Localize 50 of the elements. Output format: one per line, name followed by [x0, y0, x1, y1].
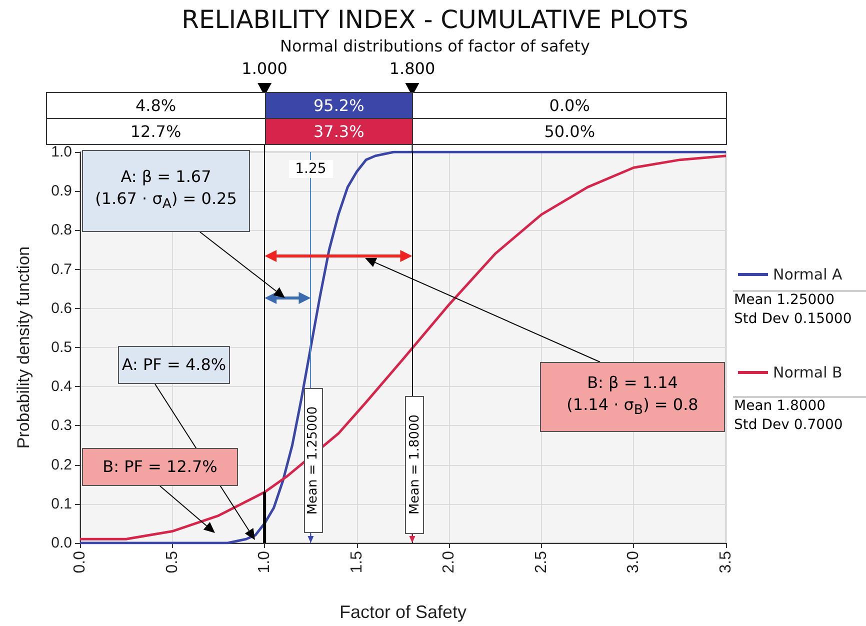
chart-title: RELIABILITY INDEX - CUMULATIVE PLOTS: [182, 5, 688, 34]
x-tick-label: 2.5: [532, 550, 550, 574]
annotation: Mean = 1.8000: [407, 414, 422, 515]
callout-box: B: PF = 12.7%: [82, 448, 238, 486]
x-tick-label: 3.0: [625, 550, 642, 574]
callout-box: A: PF = 4.8%: [118, 346, 230, 384]
y-tick-label: 0.1: [51, 495, 72, 512]
y-axis-title: Probability density function: [14, 246, 33, 449]
annotation: A: β = 1.67 (1.67 · σ$_{A}$) = 0.25: [95, 166, 237, 214]
y-tick-label: 0.9: [51, 182, 72, 200]
ref-line-label: 1.25: [288, 160, 333, 178]
text: 0.0%: [412, 92, 727, 119]
text: Std Dev 0.15000: [734, 311, 852, 327]
y-tick-label: 0.6: [51, 300, 72, 317]
y-tick-label: 0.4: [51, 378, 72, 396]
annotation: B: β = 1.14 (1.14 · σ$_{B}$) = 0.8: [566, 372, 698, 420]
annotation: Mean = 1.25000: [306, 406, 321, 516]
label-box: Mean = 1.25000: [304, 388, 323, 534]
y-tick-label: 0.8: [51, 222, 72, 239]
callout-box: A: β = 1.67 (1.67 · σ$_{A}$) = 0.25: [82, 150, 250, 232]
annotation: B: PF = 12.7%: [102, 456, 218, 478]
y-tick-label: 0.0: [51, 534, 72, 552]
text: 37.3%: [264, 118, 414, 145]
chart-subtitle: Normal distributions of factor of safety: [280, 36, 590, 56]
x-tick-label: 2.0: [440, 550, 458, 574]
x-tick-label: 1.0: [256, 550, 274, 574]
y-tick-label: 0.5: [51, 339, 72, 356]
label-box: Mean = 1.8000: [405, 396, 424, 534]
x-axis-title: Factor of Safety: [339, 602, 467, 622]
callout-box: B: β = 1.14 (1.14 · σ$_{B}$) = 0.8: [540, 362, 725, 432]
x-tick-label: 0.0: [72, 550, 88, 574]
x-tick-label: 1.5: [348, 550, 366, 574]
y-tick-label: 0.3: [51, 417, 72, 434]
annotation: A: PF = 4.8%: [122, 354, 226, 376]
text: 4.8%: [46, 92, 266, 119]
ref-line-label: 1.000: [240, 59, 288, 78]
x-tick-label: 3.5: [718, 550, 734, 574]
y-tick-label: 0.2: [51, 456, 72, 474]
text: Mean 1.8000: [734, 398, 826, 414]
x-tick-label: 0.5: [164, 550, 181, 574]
legend-label: Normal A: [773, 266, 844, 284]
text: 95.2%: [264, 92, 414, 119]
ref-line-label: 1.800: [388, 59, 436, 78]
legend-label: Normal B: [773, 364, 842, 382]
y-tick-label: 0.7: [51, 260, 72, 278]
text: 12.7%: [46, 118, 266, 145]
text: Std Dev 0.7000: [734, 417, 843, 433]
text: 50.0%: [412, 118, 727, 145]
text: Mean 1.25000: [734, 292, 834, 308]
y-tick-label: 1.0: [51, 144, 72, 160]
